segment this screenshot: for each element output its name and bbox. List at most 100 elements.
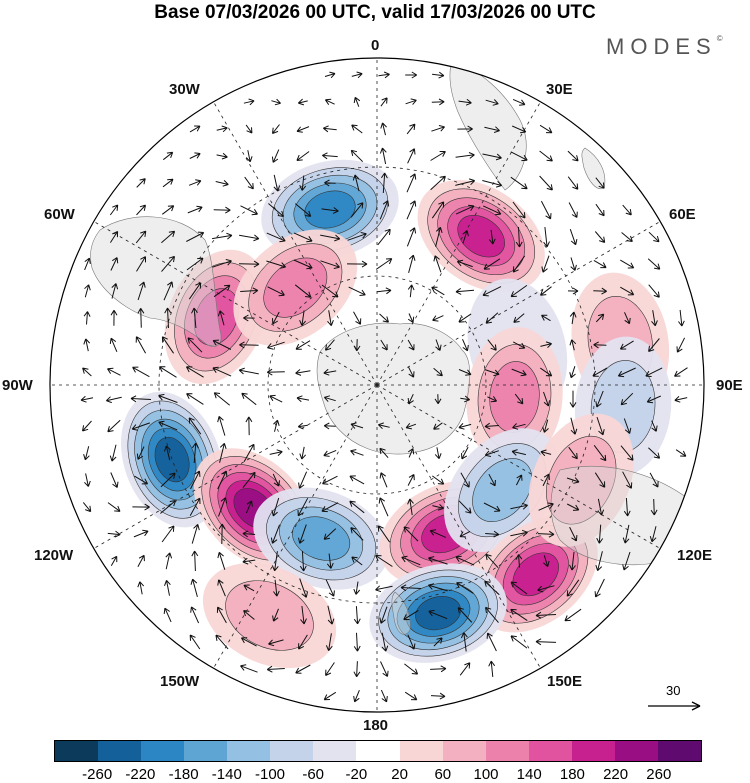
wind-arrow xyxy=(459,662,471,676)
wind-arrow xyxy=(482,180,503,188)
wind-arrow xyxy=(186,393,204,405)
colorbar-tick-label: 20 xyxy=(391,766,408,783)
wind-arrow xyxy=(566,579,580,597)
wind-arrow xyxy=(160,472,176,488)
colorbar-tick-label: 260 xyxy=(646,766,672,783)
anomaly-center xyxy=(417,180,545,293)
wind-arrow xyxy=(163,281,174,301)
wind-arrow xyxy=(488,229,496,245)
wind-arrow xyxy=(510,151,528,162)
wind-arrow xyxy=(594,231,606,243)
wind-arrow xyxy=(485,606,499,623)
wind-arrow xyxy=(135,230,147,244)
wind-arrow xyxy=(162,178,174,188)
anomaly-contour xyxy=(154,436,190,483)
wind-arrow xyxy=(430,175,446,191)
wind-arrow xyxy=(433,637,443,647)
wind-arrow xyxy=(595,313,605,323)
wind-arrow xyxy=(352,174,360,192)
wind-arrow xyxy=(484,422,500,430)
wind-arrow xyxy=(482,153,502,161)
wind-arrow xyxy=(110,257,119,271)
wind-arrow xyxy=(267,341,285,350)
wind-arrow xyxy=(109,204,119,216)
wind-arrow xyxy=(405,71,418,79)
anomaly-center xyxy=(444,428,561,552)
wind-arrow xyxy=(272,579,280,597)
wind-arrow xyxy=(272,124,280,134)
wind-arrow xyxy=(297,98,308,106)
wind-arrow xyxy=(648,231,660,243)
wind-arrow xyxy=(674,367,688,377)
wind-arrow xyxy=(189,497,201,517)
wind-arrow xyxy=(353,661,361,678)
wind-arrow xyxy=(539,150,553,162)
colorbar-tick-label: 220 xyxy=(603,766,629,783)
wind-arrow xyxy=(132,503,150,511)
wind-arrow xyxy=(268,639,284,647)
wind-arrow xyxy=(137,581,145,595)
wind-arrow xyxy=(540,341,552,349)
wind-arrow xyxy=(648,338,660,352)
colorbar-cell xyxy=(614,741,658,761)
wind-arrow xyxy=(243,610,255,620)
wind-arrow xyxy=(83,338,91,352)
wind-arrow xyxy=(133,529,149,538)
meridian-line xyxy=(376,384,661,549)
wind-arrow xyxy=(649,526,657,543)
lon-label-30w: 30W xyxy=(169,81,200,98)
wind-arrow xyxy=(272,473,280,487)
wind-arrow xyxy=(190,470,201,490)
wind-arrow xyxy=(320,234,341,242)
lon-label-60w: 60W xyxy=(44,206,75,223)
wind-arrow xyxy=(240,637,257,647)
wind-arrow xyxy=(325,662,335,676)
wind-arrow xyxy=(510,529,528,537)
wind-arrow xyxy=(350,527,364,541)
colorbar-tick-label: -100 xyxy=(254,766,286,783)
wind-arrow xyxy=(217,310,225,326)
wind-arrow xyxy=(484,369,500,377)
lon-label-120w: 120W xyxy=(34,547,74,564)
brand-mark: © xyxy=(716,34,723,43)
wind-arrow xyxy=(163,607,172,623)
wind-arrow xyxy=(217,551,226,570)
meridian-line xyxy=(93,384,378,549)
wind-arrow xyxy=(430,151,446,161)
wind-arrow xyxy=(137,554,145,567)
wind-arrow xyxy=(353,606,361,625)
colorbar-tick-label: 140 xyxy=(516,766,542,783)
wind-arrow xyxy=(406,123,416,135)
wind-arrow xyxy=(188,417,202,435)
wind-arrow xyxy=(510,176,528,190)
wind-arrow xyxy=(299,310,306,326)
colorbar-cell xyxy=(657,741,701,761)
wind-arrow xyxy=(377,422,390,430)
wind-arrow xyxy=(243,443,255,462)
wind-arrow xyxy=(161,255,175,272)
wind-arrow xyxy=(485,553,499,569)
colorbar xyxy=(54,740,702,762)
wind-arrow xyxy=(483,502,501,512)
wind-arrow xyxy=(189,634,201,650)
wind-arrow xyxy=(485,312,499,324)
wind-arrow xyxy=(191,524,200,544)
wind-arrow xyxy=(515,226,523,248)
lon-label-0: 0 xyxy=(371,37,380,54)
wind-arrow xyxy=(428,556,448,565)
wind-arrow xyxy=(161,336,175,354)
anomaly-contour xyxy=(292,516,351,561)
wind-arrow xyxy=(266,260,286,269)
wind-arrow xyxy=(460,395,471,403)
wind-arrow xyxy=(212,339,232,350)
wind-arrow xyxy=(486,632,497,652)
wind-arrow xyxy=(455,152,475,159)
africa-landmass xyxy=(449,59,527,191)
wind-arrow xyxy=(510,635,528,649)
wind-arrow xyxy=(622,524,630,544)
meridian-line xyxy=(213,384,378,669)
wind-arrow xyxy=(484,450,499,457)
wind-arrow xyxy=(323,528,337,540)
colorbar-cell xyxy=(184,741,228,761)
wind-arrow xyxy=(407,366,415,378)
